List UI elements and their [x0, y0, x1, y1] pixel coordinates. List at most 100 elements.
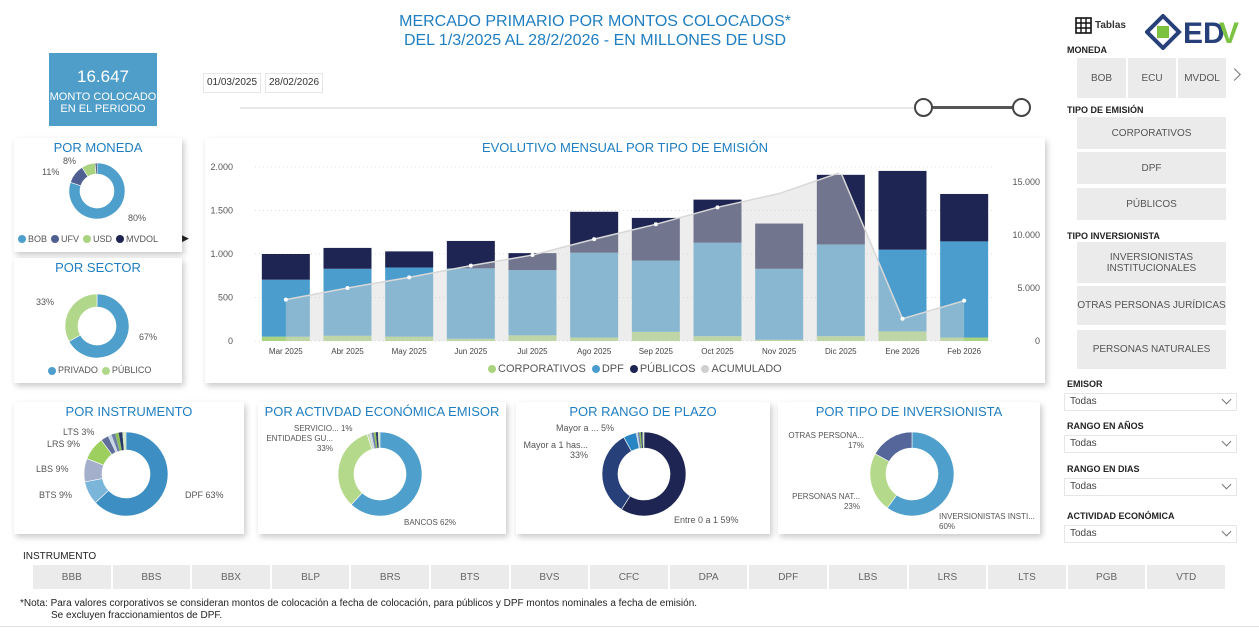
acumulado-point-2[interactable]: [407, 275, 412, 280]
acumulado-point-6[interactable]: [653, 222, 658, 227]
bar-dpf-8[interactable]: [755, 268, 804, 340]
bar-corporativos-5[interactable]: [570, 337, 619, 341]
tables-button[interactable]: Tablas: [1075, 17, 1126, 34]
legend-publicos[interactable]: PÚBLICOS: [629, 363, 695, 375]
bar-corporativos-10[interactable]: [878, 331, 927, 341]
rango-dias-select[interactable]: Todas: [1064, 478, 1237, 496]
donut-slice-minor[interactable]: [111, 433, 120, 452]
moneda-bob-button[interactable]: BOB: [1077, 58, 1126, 98]
slider-end-handle[interactable]: [1012, 98, 1031, 117]
instrumento-bvs-button[interactable]: BVS: [510, 565, 589, 589]
legend-publico[interactable]: PÚBLICO: [101, 365, 151, 375]
instrumento-lts-button[interactable]: LTS: [988, 565, 1066, 589]
emision-publicos-button[interactable]: PÚBLICOS: [1077, 188, 1226, 220]
donut-slice-minor[interactable]: [375, 432, 379, 449]
donut-slice-mayor-a-1-has-[interactable]: [601, 436, 632, 510]
bar-pblicos-11[interactable]: [940, 193, 989, 242]
bar-corporativos-1[interactable]: [323, 335, 372, 341]
inv-otras-juridicas-button[interactable]: OTRAS PERSONAS JURÍDICAS: [1077, 286, 1226, 325]
acumulado-point-9[interactable]: [838, 170, 843, 175]
donut-slice-inversionistas-insti-[interactable]: [886, 431, 955, 517]
legend-usd[interactable]: USD: [83, 234, 112, 244]
donut-slice-minor[interactable]: [377, 432, 380, 449]
donut-slice-dpf[interactable]: [94, 431, 169, 517]
legend-mvdol[interactable]: MVDOL: [116, 234, 158, 244]
slider-start-handle[interactable]: [914, 98, 933, 117]
bar-pblicos-2[interactable]: [385, 251, 434, 268]
bar-dpf-7[interactable]: [693, 242, 742, 337]
bar-pblicos-5[interactable]: [570, 211, 619, 253]
start-date-input[interactable]: 01/03/2025: [203, 73, 261, 93]
donut-slice-mvdol[interactable]: [94, 162, 98, 175]
instrumento-dpa-button[interactable]: DPA: [669, 565, 748, 589]
bar-corporativos-0[interactable]: [261, 336, 310, 341]
donut-slice-minor[interactable]: [108, 434, 118, 453]
donut-slice-bancos[interactable]: [350, 431, 423, 517]
instrumento-bts-button[interactable]: BTS: [431, 565, 509, 589]
instrumento-cfc-button[interactable]: CFC: [590, 565, 668, 589]
inv-naturales-button[interactable]: PERSONAS NATURALES: [1077, 330, 1226, 369]
donut-slice-minor[interactable]: [371, 432, 377, 449]
bar-corporativos-3[interactable]: [446, 338, 495, 341]
donut-slice-entre-0-a-1[interactable]: [621, 431, 687, 517]
instrumento-bbb-button[interactable]: BBB: [33, 565, 111, 589]
donut-slice-otras-persona-[interactable]: [874, 431, 913, 462]
end-date-input[interactable]: 28/02/2026: [265, 73, 323, 93]
donut-slice-minor[interactable]: [373, 432, 378, 449]
bar-dpf-1[interactable]: [323, 268, 372, 336]
bar-dpf-9[interactable]: [816, 244, 865, 337]
donut-slice-lts[interactable]: [100, 435, 117, 456]
bar-dpf-11[interactable]: [940, 241, 989, 338]
bar-dpf-3[interactable]: [446, 268, 495, 339]
emision-corporativos-button[interactable]: CORPORATIVOS: [1077, 117, 1226, 149]
acumulado-point-0[interactable]: [283, 297, 288, 302]
bar-corporativos-2[interactable]: [385, 336, 434, 341]
instrumento-lrs-button[interactable]: LRS: [908, 565, 987, 589]
bar-dpf-5[interactable]: [570, 252, 619, 338]
legend-corporativos[interactable]: CORPORATIVOS: [488, 363, 586, 375]
instrumento-vtd-button[interactable]: VTD: [1147, 565, 1225, 589]
instrumento-pgb-button[interactable]: PGB: [1067, 565, 1146, 589]
bar-pblicos-1[interactable]: [323, 247, 372, 269]
moneda-mvdol-button[interactable]: MVDOL: [1178, 58, 1226, 98]
donut-slice-minor[interactable]: [640, 432, 644, 449]
instrumento-dpf-button[interactable]: DPF: [749, 565, 827, 589]
rango-anos-select[interactable]: Todas: [1064, 435, 1237, 453]
bar-dpf-4[interactable]: [508, 270, 557, 336]
instrumento-blp-button[interactable]: BLP: [271, 565, 350, 589]
acumulado-point-3[interactable]: [468, 263, 473, 268]
donut-slice-minor[interactable]: [639, 432, 643, 449]
bar-pblicos-0[interactable]: [261, 254, 310, 280]
acumulado-point-5[interactable]: [592, 237, 597, 242]
bar-pblicos-8[interactable]: [755, 223, 804, 269]
donut-slice-p-blico[interactable]: [64, 293, 98, 342]
bar-dpf-6[interactable]: [631, 260, 680, 332]
bar-pblicos-10[interactable]: [878, 170, 927, 250]
donut-slice-minor[interactable]: [118, 432, 124, 451]
donut-slice-minor[interactable]: [369, 432, 375, 449]
legend-bob[interactable]: BOB: [18, 234, 47, 244]
emision-dpf-button[interactable]: DPF: [1077, 152, 1226, 184]
donut-slice-privado[interactable]: [68, 293, 130, 359]
legend-ufv[interactable]: UFV: [51, 234, 79, 244]
inv-institucionales-button[interactable]: INVERSIONISTAS INSTITUCIONALES: [1077, 242, 1226, 283]
legend-next-arrow-icon[interactable]: ▶: [182, 233, 189, 243]
donut-slice-minor[interactable]: [115, 432, 122, 451]
legend-dpf[interactable]: DPF: [591, 363, 624, 375]
chevron-right-icon[interactable]: [1228, 68, 1241, 81]
bar-corporativos-7[interactable]: [693, 336, 742, 341]
donut-slice-mayor-a-[interactable]: [623, 432, 640, 452]
instrumento-bbs-button[interactable]: BBS: [112, 565, 191, 589]
acumulado-point-1[interactable]: [345, 285, 350, 290]
bar-dpf-0[interactable]: [261, 279, 310, 337]
acumulado-point-7[interactable]: [715, 205, 720, 210]
moneda-ecu-button[interactable]: ECU: [1128, 58, 1176, 98]
donut-slice-minor[interactable]: [637, 432, 642, 449]
donut-slice-bob[interactable]: [68, 162, 126, 220]
acumulado-point-4[interactable]: [530, 253, 535, 258]
instrumento-brs-button[interactable]: BRS: [351, 565, 429, 589]
date-slider-track[interactable]: [240, 107, 1030, 109]
acumulado-point-10[interactable]: [900, 316, 905, 321]
donut-slice-minor[interactable]: [642, 432, 644, 449]
actividad-economica-select[interactable]: Todas: [1064, 525, 1237, 543]
